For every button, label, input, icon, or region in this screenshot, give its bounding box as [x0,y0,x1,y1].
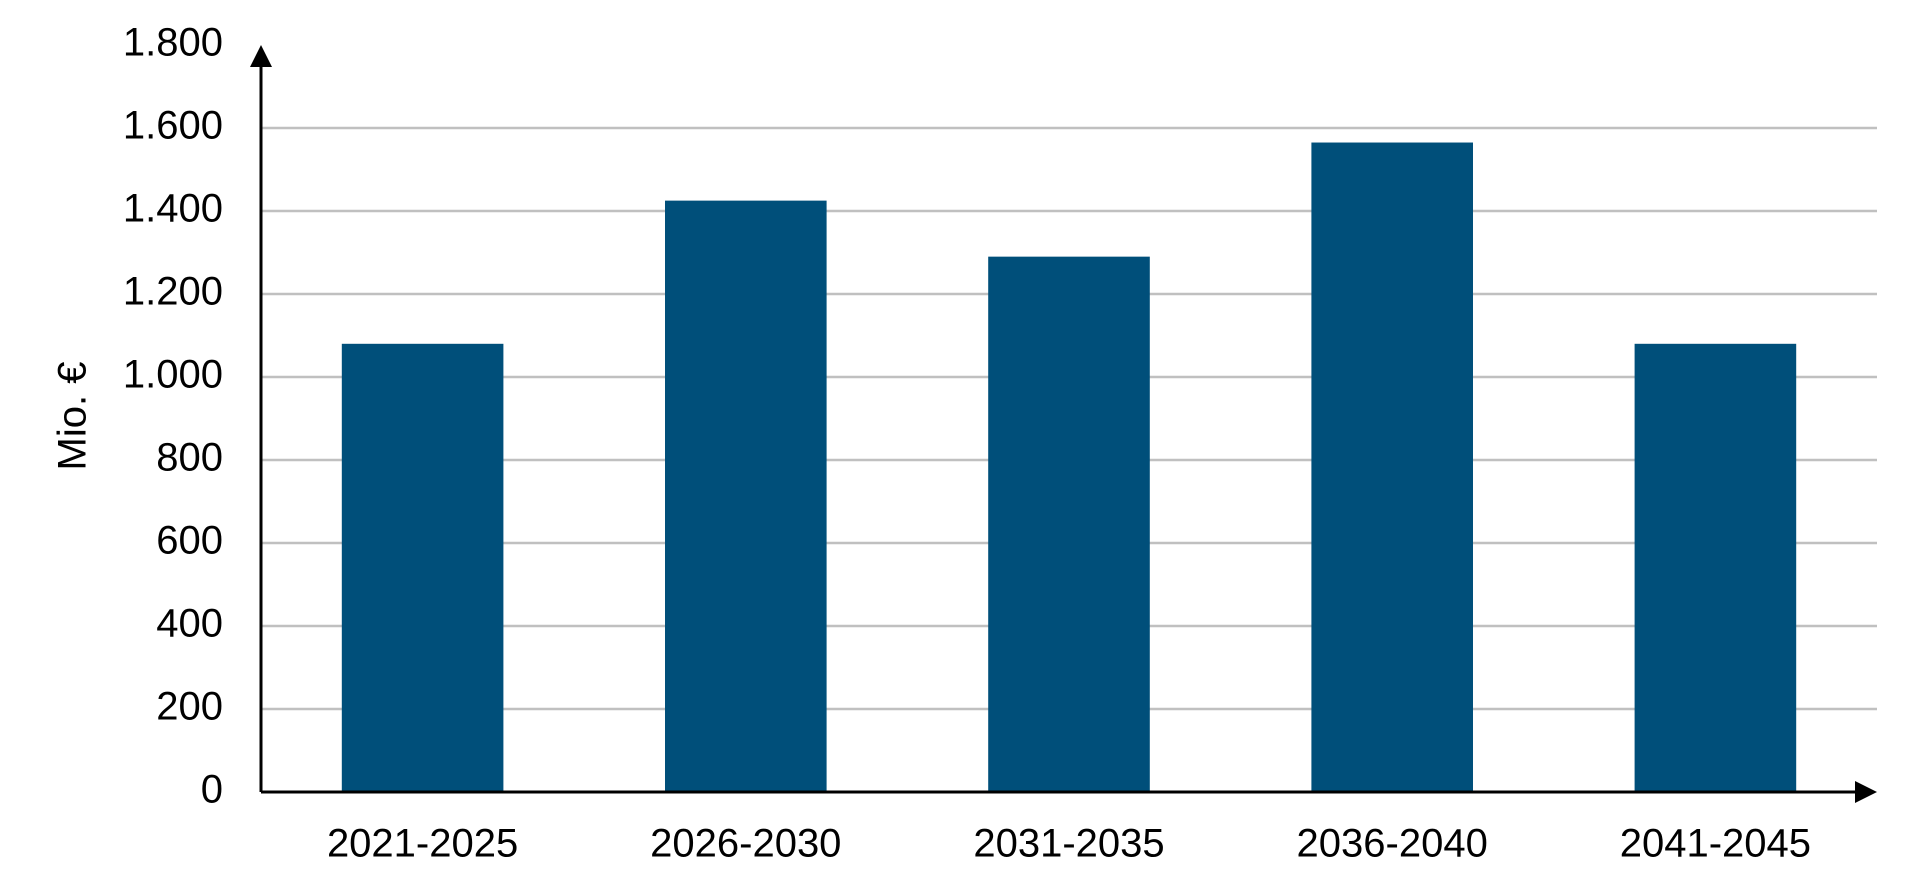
bar [988,256,1150,792]
y-tick-label: 200 [156,685,223,729]
y-axis-arrow [250,45,272,67]
y-tick-label: 1.600 [123,104,223,148]
x-tick-label: 2036-2040 [1297,822,1488,866]
y-tick-label: 0 [201,768,223,812]
y-tick-label: 600 [156,519,223,563]
y-tick-label: 1.800 [123,21,223,65]
y-tick-label: 1.400 [123,187,223,231]
x-tick-label: 2041-2045 [1620,822,1811,866]
x-tick-label: 2026-2030 [650,822,841,866]
y-axis-label: Mio. € [51,362,95,471]
y-tick-label: 400 [156,602,223,646]
x-axis-arrow [1855,781,1877,803]
y-tick-label: 1.200 [123,270,223,314]
bar [341,343,504,792]
x-tick-label: 2031-2035 [973,822,1164,866]
x-tick-label: 2021-2025 [327,822,518,866]
bar [1311,142,1473,792]
bar [1634,343,1797,792]
bar [665,200,827,792]
y-tick-label: 800 [156,436,223,480]
y-tick-label: 1.000 [123,353,223,397]
